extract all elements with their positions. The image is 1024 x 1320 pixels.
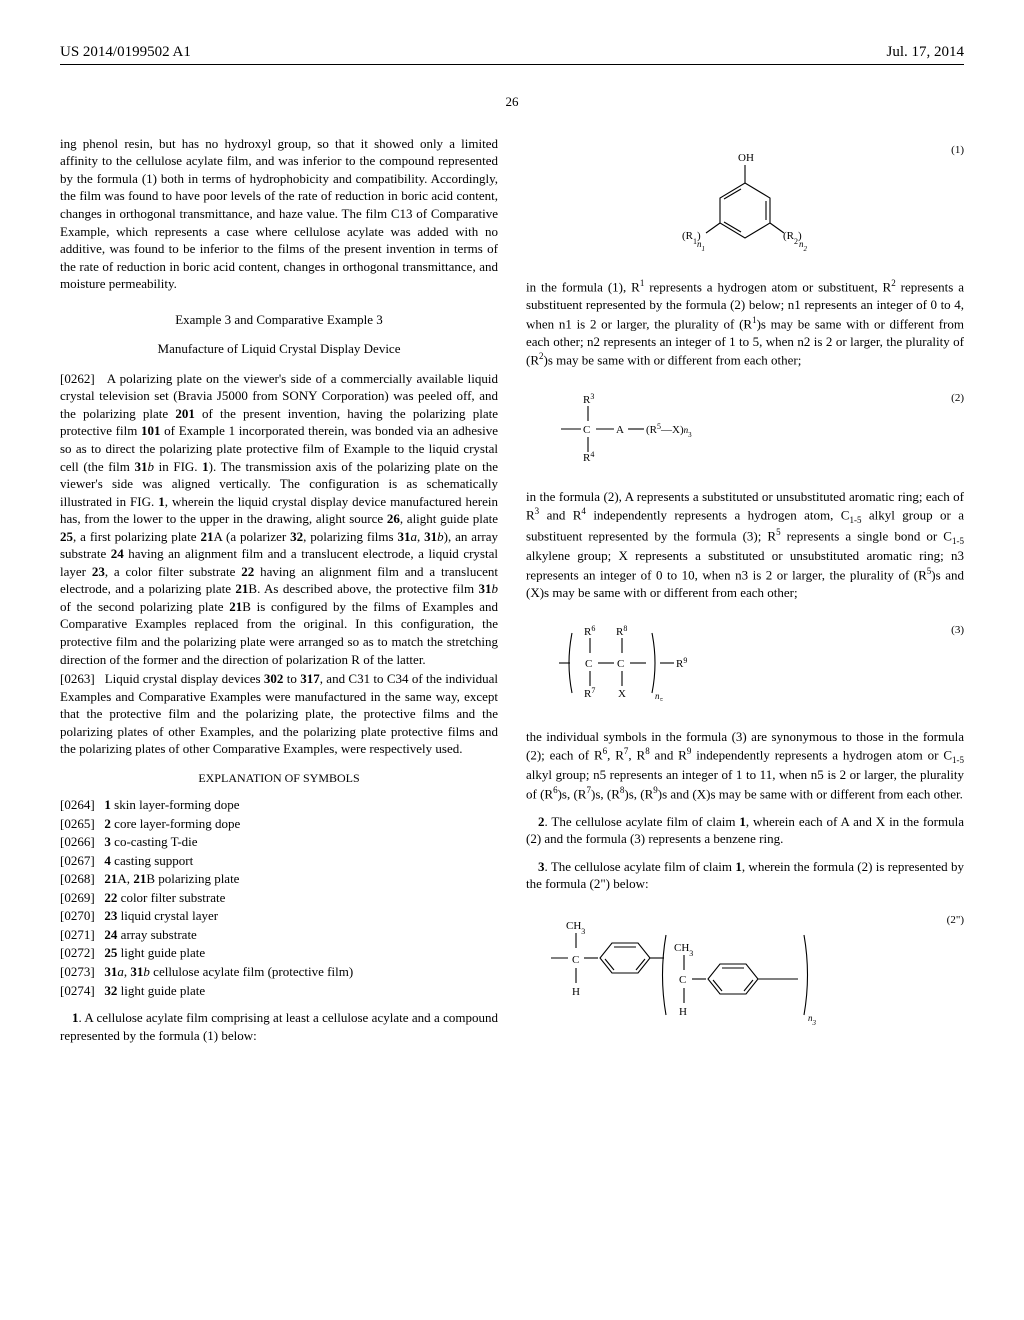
formula-number: (3)	[951, 623, 964, 638]
para-text: Liquid crystal display devices 302 to 31…	[60, 671, 498, 756]
formula-2p-svg: CH3 C H CH3 C H n3	[546, 913, 836, 1033]
claim-3: 3. The cellulose acylate film of claim 1…	[526, 858, 964, 893]
formula-2-description: in the formula (2), A represents a subst…	[526, 488, 964, 602]
svg-text:R4: R4	[583, 450, 594, 462]
para-label: [0263]	[60, 671, 95, 686]
symbol-item: [0267] 4 casting support	[60, 852, 498, 870]
svg-text:C: C	[583, 424, 590, 436]
doc-number: US 2014/0199502 A1	[60, 42, 191, 62]
symbol-item: [0265] 2 core layer-forming dope	[60, 815, 498, 833]
page-header: US 2014/0199502 A1 Jul. 17, 2014	[60, 42, 964, 65]
svg-text:A: A	[616, 424, 624, 436]
svg-text:C: C	[572, 954, 579, 966]
left-column: ing phenol resin, but has no hydroxyl gr…	[60, 135, 498, 1056]
claim-text: The cellulose acylate film of claim 1, w…	[526, 859, 964, 892]
sub-heading: Manufacture of Liquid Crystal Display De…	[60, 340, 498, 358]
symbol-item: [0274] 32 light guide plate	[60, 982, 498, 1000]
claim-number: 1	[72, 1010, 79, 1025]
svg-text:R3: R3	[583, 392, 594, 407]
svg-text:R8: R8	[616, 624, 627, 639]
symbol-item: [0268] 21A, 21B polarizing plate	[60, 870, 498, 888]
formula-3-svg: R6 R8 C C R7 X n5 R9	[556, 623, 736, 701]
svg-text:R6: R6	[584, 624, 595, 639]
formula-2: (2) R3 C R4 A (R5—X)n3	[526, 391, 964, 466]
page-number: 26	[60, 93, 964, 111]
formula-number: (1)	[951, 143, 964, 158]
svg-text:H: H	[679, 1006, 687, 1018]
svg-text:R7: R7	[584, 686, 595, 701]
formula-1: (1) OH (R1) n1	[526, 143, 964, 256]
symbol-item: [0273] 31a, 31b cellulose acylate film (…	[60, 963, 498, 981]
claim-number: 2	[538, 814, 545, 829]
claim-1: 1. A cellulose acylate film comprising a…	[60, 1009, 498, 1044]
formula-1-description: in the formula (1), R1 represents a hydr…	[526, 277, 964, 369]
formula-number: (2)	[951, 391, 964, 406]
formula-number: (2")	[947, 913, 964, 928]
claim-2: 2. The cellulose acylate film of claim 1…	[526, 813, 964, 848]
para-text: A polarizing plate on the viewer's side …	[60, 371, 498, 667]
symbol-item: [0269] 22 color filter substrate	[60, 889, 498, 907]
symbol-item: [0271] 24 array substrate	[60, 926, 498, 944]
explanation-heading: EXPLANATION OF SYMBOLS	[60, 770, 498, 786]
example-heading: Example 3 and Comparative Example 3	[60, 311, 498, 329]
claim-number: 3	[538, 859, 545, 874]
paragraph-0263: [0263] Liquid crystal display devices 30…	[60, 670, 498, 758]
symbol-item: [0270] 23 liquid crystal layer	[60, 907, 498, 925]
claim-text: A cellulose acylate film comprising at l…	[60, 1010, 498, 1043]
paragraph-0262: [0262] A polarizing plate on the viewer'…	[60, 370, 498, 668]
formula-2-svg: R3 C R4 A (R5—X)n3	[556, 391, 736, 461]
symbol-item: [0272] 25 light guide plate	[60, 944, 498, 962]
svg-text:H: H	[572, 986, 580, 998]
svg-text:n5: n5	[655, 691, 664, 701]
svg-text:n3: n3	[808, 1013, 817, 1027]
para-label: [0262]	[60, 371, 95, 386]
svg-text:X: X	[618, 688, 626, 700]
formula-2-double-prime: (2")	[526, 913, 964, 1038]
opening-paragraph: ing phenol resin, but has no hydroxyl gr…	[60, 135, 498, 293]
svg-text:C: C	[679, 974, 686, 986]
symbol-list: [0264] 1 skin layer-forming dope [0265] …	[60, 796, 498, 999]
svg-text:OH: OH	[738, 152, 754, 164]
formula-3-description: the individual symbols in the formula (3…	[526, 728, 964, 803]
symbol-item: [0264] 1 skin layer-forming dope	[60, 796, 498, 814]
svg-text:n2: n2	[799, 239, 808, 251]
two-column-layout: ing phenol resin, but has no hydroxyl gr…	[60, 135, 964, 1056]
svg-text:C: C	[617, 658, 624, 670]
svg-text:n1: n1	[697, 239, 705, 251]
svg-text:(R5—X)n3: (R5—X)n3	[646, 422, 692, 440]
doc-date: Jul. 17, 2014	[886, 42, 964, 62]
formula-3: (3)	[526, 623, 964, 706]
symbol-item: [0266] 3 co-casting T-die	[60, 833, 498, 851]
formula-1-svg: OH (R1) n1 (R2) n2	[680, 143, 810, 251]
claim-text: The cellulose acylate film of claim 1, w…	[526, 814, 964, 847]
svg-text:R9: R9	[676, 656, 687, 671]
right-column: (1) OH (R1) n1	[526, 135, 964, 1056]
svg-text:C: C	[585, 658, 592, 670]
